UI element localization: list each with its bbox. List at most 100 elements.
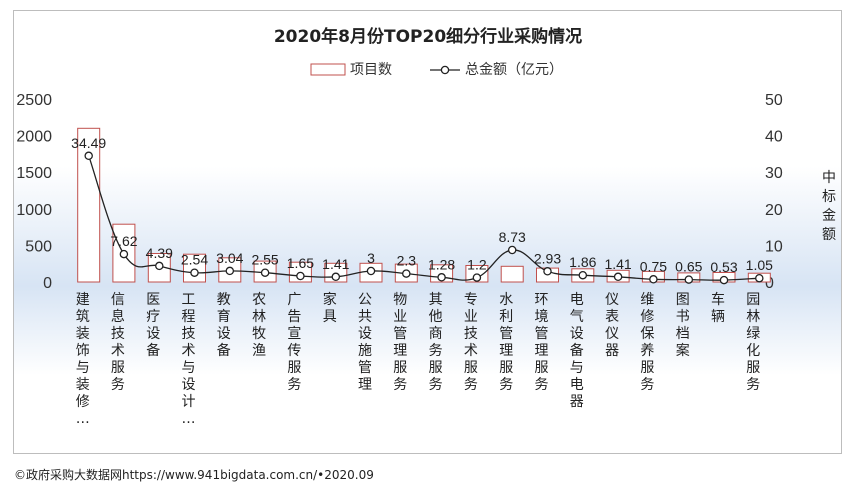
category-label-char: 环 <box>535 292 549 308</box>
data-label: 8.73 <box>499 229 526 245</box>
category-label-char: 理 <box>358 377 372 393</box>
line-point <box>613 272 623 282</box>
category-label-char: 服 <box>464 360 478 376</box>
data-label: 0.75 <box>640 258 667 274</box>
category-labels: 建筑装饰与装修…信息技术服务医疗设备工程技术与设计…教育设备农林牧渔广告宣传服务… <box>76 291 761 427</box>
line-point <box>649 275 658 284</box>
category-label-char: 术 <box>182 343 196 359</box>
category-label-char: 宣 <box>287 326 301 342</box>
category-label-char: 传 <box>287 343 301 359</box>
line-point <box>296 271 305 281</box>
bar <box>183 253 206 283</box>
category-label-char: 服 <box>429 360 443 376</box>
category-label-char: 修 <box>640 309 654 325</box>
category-label-char: 建 <box>76 292 90 308</box>
category-label-char: 务 <box>746 377 760 393</box>
data-label: 1.41 <box>604 256 631 272</box>
y-left-tick-label: 1000 <box>16 202 52 219</box>
data-label: 1.05 <box>746 257 773 273</box>
category-label-char: 仪 <box>605 292 619 308</box>
category-label-char: 家 <box>323 291 337 308</box>
line-point <box>507 245 517 255</box>
category-label-char: 林 <box>746 309 760 325</box>
line-point <box>543 267 552 276</box>
category-label-char: 筑 <box>76 309 90 325</box>
chart-title: 2020年8月份TOP20细分行业采购情况 <box>274 26 582 47</box>
data-label: 2.55 <box>251 252 278 268</box>
category-label-char: 利 <box>499 309 513 325</box>
category-label-char: 渔 <box>252 343 266 359</box>
category-label-char: 农 <box>252 292 266 308</box>
category-label-char: 档 <box>676 326 690 342</box>
category-label-char: 饰 <box>76 343 90 359</box>
legend-bar-label: 项目数 <box>350 62 392 78</box>
legend: 项目数 总金额（亿元） <box>310 62 563 78</box>
line-point <box>755 273 764 283</box>
data-label: 3 <box>367 250 375 266</box>
category-label-char: 教 <box>217 292 231 308</box>
line-point <box>472 273 482 282</box>
category-label-char: 养 <box>640 343 654 359</box>
category-label-char: 管 <box>358 360 372 376</box>
y-right-axis-title-char: 额 <box>822 227 836 243</box>
data-label: 34.49 <box>71 135 106 151</box>
category-label-char: 术 <box>464 343 478 359</box>
category-label-char: 车 <box>711 291 725 308</box>
category-label-char: 表 <box>605 309 619 325</box>
category-label-char: 务 <box>464 377 478 393</box>
line-point <box>119 249 129 259</box>
category-label-char: 物 <box>393 292 407 308</box>
category-label-char: 服 <box>287 360 301 376</box>
line-point <box>684 275 694 284</box>
category-label-char: 其 <box>429 292 443 308</box>
data-label: 1.41 <box>322 256 349 272</box>
legend-line-marker <box>440 65 450 75</box>
line-series: 34.49 7.62 4.39 2.54 3.04 2.55 1.65 1.41 3 2.3 1.2… <box>71 135 773 285</box>
data-label: 4.39 <box>146 245 173 261</box>
category-label-char: 专 <box>464 292 478 308</box>
line-point <box>331 272 341 282</box>
category-label-char: 与 <box>76 360 90 376</box>
y-right-tick-label: 10 <box>765 238 783 255</box>
category-label-char: 务 <box>429 343 443 359</box>
y-left-tick-label: 2500 <box>16 92 52 109</box>
category-label-char: 技 <box>182 326 196 342</box>
line-point <box>719 275 729 285</box>
category-label-char: 设 <box>358 326 372 342</box>
category-label-char: 电 <box>570 292 584 308</box>
category-label-char: 工 <box>182 292 196 308</box>
category-label-char: 设 <box>570 326 584 342</box>
category-label-char: 保 <box>640 326 654 342</box>
category-label-char: 务 <box>429 377 443 393</box>
category-label-char: 服 <box>393 360 407 376</box>
category-label-char: 仪 <box>605 326 619 342</box>
data-label: 0.65 <box>675 259 702 275</box>
category-label-char: 设 <box>146 326 160 342</box>
data-label: 1.65 <box>287 255 314 271</box>
category-label-char: 计 <box>182 394 196 410</box>
category-label-char: 业 <box>393 309 407 325</box>
y-right-axis-title-char: 金 <box>822 208 836 224</box>
category-label-char: 具 <box>323 309 337 325</box>
category-label-char: 牧 <box>252 326 266 342</box>
category-label-char: … <box>76 411 90 427</box>
y-left-tick-label: 500 <box>25 238 52 255</box>
bar <box>500 265 524 283</box>
data-label: 1.86 <box>569 254 596 270</box>
category-label-char: 务 <box>393 377 407 393</box>
category-label-char: 务 <box>535 377 549 393</box>
category-label-char: 商 <box>429 326 443 342</box>
category-label-char: 管 <box>393 326 407 342</box>
category-label-char: 气 <box>570 309 584 325</box>
category-label-char: 术 <box>111 343 125 359</box>
legend-line-label: 总金额（亿元） <box>465 62 563 78</box>
